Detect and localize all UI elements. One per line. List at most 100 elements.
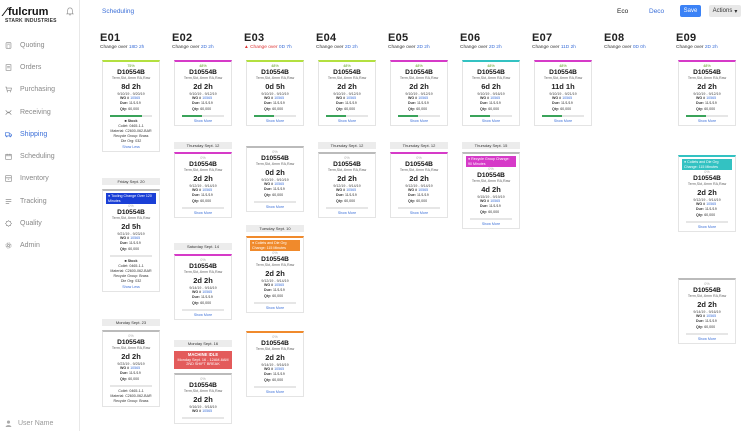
job-card[interactable]: 0% D10554B Term,Skt,.6mm RA,Raw 2d 2h 9/23/1… (102, 330, 160, 408)
job-card[interactable]: 0% D10554B Term,Skt,.6mm RA,Raw 2d 2h 9/12/1… (318, 152, 376, 219)
progress-bar (686, 333, 728, 336)
show-more-link[interactable]: Show More (409, 119, 429, 124)
job-card[interactable]: 0% D10554B Term,Skt,.6mm RA,Raw 2d 2h 9/14/1… (246, 331, 304, 398)
work-order-link[interactable]: 10565 (706, 96, 717, 100)
job-card[interactable]: 75% D10554B Term,Skt,.6mm RA,Raw 8d 2h 9/10/… (102, 60, 160, 153)
work-order-link[interactable]: 10565 (130, 236, 141, 240)
show-more-link[interactable]: Show More (265, 306, 285, 311)
machine-id: E09 (676, 32, 697, 44)
show-more-link[interactable]: Show More (265, 390, 285, 395)
column-header: E08 Change over 0D 0h (604, 32, 666, 58)
work-order-link[interactable]: 10565 (418, 96, 429, 100)
job-card[interactable]: 0% D10554B Term,Skt,.6mm RA,Raw 2d 2h 9/12/1… (390, 152, 448, 219)
work-order-link[interactable]: 10565 (202, 96, 213, 100)
job-card[interactable]: 0% D10554B Term,Skt,.6mm RA,Raw 2d 2h 9/12/1… (174, 152, 232, 219)
show-more-link[interactable]: Show More (337, 119, 357, 124)
show-more-link[interactable]: Show More (697, 337, 717, 342)
progress-percent: 0% (128, 204, 134, 208)
work-order-link[interactable]: 10565 (706, 314, 717, 318)
work-order-link[interactable]: 10565 (274, 96, 285, 100)
work-order-row: WO # 10565 (480, 96, 501, 100)
column-header: E09 Change over 2D 2h (676, 32, 738, 58)
breadcrumb-scheduling[interactable]: Scheduling (102, 8, 135, 15)
part-number: D10554B (333, 161, 361, 168)
work-order-link[interactable]: 10565 (562, 96, 573, 100)
show-more-link[interactable]: Show More (337, 211, 357, 216)
work-order-link[interactable]: 10565 (706, 202, 717, 206)
job-card[interactable]: ● Coilets and Die Org Change: 115 Minute… (678, 155, 736, 233)
job-card[interactable]: 48% D10554B Term,Skt,.6mm RA,Raw 2d 2h 9/10/… (318, 60, 376, 127)
progress-percent: 48% (415, 64, 423, 68)
show-more-link[interactable]: Show More (697, 119, 717, 124)
machine-idle-block: MACHINE IDLE Monday Sept. 16 - 12AM-6AM 2N… (174, 351, 232, 369)
work-order-link[interactable]: 10565 (274, 367, 285, 371)
job-card[interactable]: 0% D10554B Term,Skt,.6mm RA,Raw 0d 2h 9/10/1… (246, 146, 304, 213)
show-more-link[interactable]: Show More (481, 222, 501, 227)
qty-row: Qty: 60,000 (120, 376, 140, 381)
due-row: Due: 11/1/19 (696, 101, 717, 106)
job-duration: 2d 2h (337, 82, 357, 91)
show-more-link[interactable]: Show More (265, 119, 285, 124)
job-card[interactable]: ● Coilets and Die Org Change: 115 Minute… (246, 236, 304, 314)
job-card[interactable]: ● Recycle Group Change: 90 Minutes 0% D105… (462, 152, 520, 230)
job-card[interactable]: 48% D10554B Term,Skt,.6mm RA,Raw 2d 2h 9/10/… (390, 60, 448, 127)
work-order-row: WO # 10565 (696, 202, 717, 206)
user-menu[interactable]: User Name (5, 420, 53, 427)
show-more-link[interactable]: Show Less (122, 285, 140, 290)
save-button[interactable]: Save (680, 5, 701, 17)
job-card[interactable]: 0% D10554B Term,Skt,.6mm RA,Raw 2d 2h 9/14/1… (678, 278, 736, 345)
job-card[interactable]: 48% D10554B Term,Skt,.6mm RA,Raw 2d 2h 9/10/… (678, 60, 736, 127)
sidebar-item-purchasing[interactable]: Purchasing (0, 79, 80, 101)
tab-deco[interactable]: Deco (649, 8, 665, 15)
work-order-link[interactable]: 10565 (346, 188, 357, 192)
job-card[interactable]: 48% D10554B Term,Skt,.6mm RA,Raw 6d 2h 9/10/… (462, 60, 520, 127)
work-order-link[interactable]: 10565 (202, 409, 213, 413)
job-card[interactable]: 48% D10554B Term,Skt,.6mm RA,Raw 11d 1h 9/10… (534, 60, 592, 127)
tab-eco[interactable]: Eco (617, 8, 629, 15)
show-more-link[interactable]: Show More (409, 211, 429, 216)
brand-logo[interactable]: ⁄ fulcrum (4, 5, 48, 19)
work-order-link[interactable]: 10565 (130, 96, 141, 100)
show-more-link[interactable]: Show More (265, 205, 285, 210)
sidebar-item-orders[interactable]: Orders (0, 56, 80, 78)
work-order-link[interactable]: 10565 (274, 283, 285, 287)
job-duration: 2d 2h (409, 174, 429, 183)
warning-icon: ▲ (244, 45, 251, 50)
show-more-link[interactable]: Show Less (122, 145, 140, 150)
job-card[interactable]: ● Tooling Change Over 120 Minutes 0% D1055… (102, 189, 160, 293)
work-order-link[interactable]: 10565 (202, 290, 213, 294)
show-more-link[interactable]: Show More (697, 225, 717, 230)
show-more-link[interactable]: Show More (193, 313, 213, 318)
work-order-link[interactable]: 10565 (418, 188, 429, 192)
sidebar-item-shipping[interactable]: Shipping (0, 123, 80, 145)
sidebar: ⁄ fulcrum STARK INDUSTRIES Quoting Orders… (0, 0, 80, 431)
work-order-row: WO # 10565 (408, 188, 429, 192)
work-order-link[interactable]: 10565 (202, 188, 213, 192)
show-more-link[interactable]: Show More (193, 211, 213, 216)
work-order-link[interactable]: 10565 (346, 96, 357, 100)
show-more-link[interactable]: Show More (481, 119, 501, 124)
work-order-link[interactable]: 10565 (130, 366, 141, 370)
job-duration: 2d 2h (265, 269, 285, 278)
work-order-link[interactable]: 10565 (274, 182, 285, 186)
bell-icon[interactable] (66, 7, 74, 16)
job-card[interactable]: 0% D10554B Term,Skt,.6mm RA,Raw 2d 2h 9/16/1… (174, 373, 232, 425)
sidebar-item-inventory[interactable]: Inventory (0, 168, 80, 190)
due-row: Due: 11/1/19 (192, 101, 213, 106)
work-order-link[interactable]: 10565 (490, 199, 501, 203)
job-card[interactable]: 48% D10554B Term,Skt,.6mm RA,Raw 2d 2h 9/10/… (174, 60, 232, 127)
show-more-link[interactable]: Show More (553, 119, 573, 124)
sidebar-item-tracking[interactable]: Tracking (0, 190, 80, 212)
sidebar-item-scheduling[interactable]: Scheduling (0, 145, 80, 167)
sidebar-item-admin[interactable]: Admin (0, 235, 80, 257)
work-order-link[interactable]: 10565 (490, 96, 501, 100)
show-more-link[interactable]: Show More (193, 119, 213, 124)
sidebar-item-receiving[interactable]: Receiving (0, 101, 80, 123)
changeover-summary: Change over 18D 2h (100, 45, 145, 50)
sidebar-item-quoting[interactable]: Quoting (0, 34, 80, 56)
actions-dropdown[interactable]: Actions ▾ (709, 5, 741, 17)
sidebar-item-quality[interactable]: Quality (0, 212, 80, 234)
job-card[interactable]: 0% D10554B Term,Skt,.6mm RA,Raw 2d 2h 9/14/1… (174, 254, 232, 321)
progress-percent: 48% (487, 64, 495, 68)
job-card[interactable]: 48% D10554B Term,Skt,.6mm RA,Raw 0d 5h 9/10/… (246, 60, 304, 127)
